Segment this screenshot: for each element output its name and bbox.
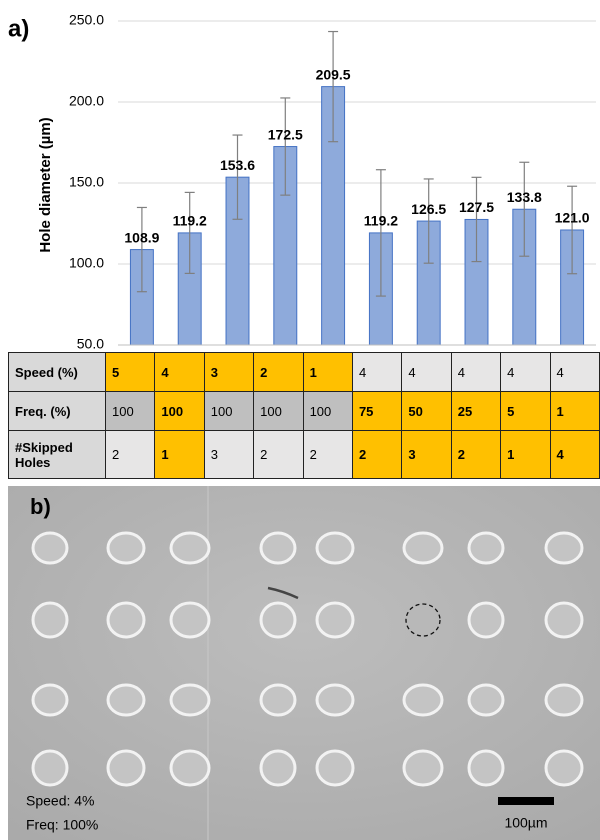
value-label: 119.2 xyxy=(364,213,398,229)
hole xyxy=(469,685,503,715)
hole xyxy=(33,533,67,563)
hole xyxy=(404,751,442,785)
hole xyxy=(546,603,582,637)
hole xyxy=(33,751,67,785)
hole xyxy=(108,603,144,637)
hole xyxy=(171,685,209,715)
hole xyxy=(108,751,144,785)
value-label: 127.5 xyxy=(459,199,494,215)
value-label: 121.0 xyxy=(555,210,590,226)
table-cell: 2 xyxy=(303,431,352,479)
hole xyxy=(171,751,209,785)
hole xyxy=(108,533,144,563)
micrograph: b) Speed: 4% Freq: 100% 100µm xyxy=(8,486,600,840)
table-cell: 4 xyxy=(501,353,550,392)
scale-text: 100µm xyxy=(504,815,547,831)
scale-bar xyxy=(498,797,554,805)
panel-label: a) xyxy=(8,15,29,42)
table-cell: 2 xyxy=(352,431,401,479)
hole xyxy=(404,533,442,563)
table-cell: 100 xyxy=(254,392,303,431)
table-cell: 2 xyxy=(254,431,303,479)
hole xyxy=(261,751,295,785)
table-cell: 5 xyxy=(106,353,155,392)
value-label: 126.5 xyxy=(411,201,446,217)
hole xyxy=(546,533,582,563)
table-cell: 1 xyxy=(501,431,550,479)
hole xyxy=(261,603,295,637)
value-label: 108.9 xyxy=(124,229,159,245)
table-cell: 4 xyxy=(352,353,401,392)
table-cell: 3 xyxy=(402,431,451,479)
table-cell: 1 xyxy=(550,392,599,431)
hole xyxy=(546,685,582,715)
hole xyxy=(317,533,353,563)
table-cell: 100 xyxy=(303,392,352,431)
hole xyxy=(469,603,503,637)
table-cell: 3 xyxy=(204,353,253,392)
hole xyxy=(171,603,209,637)
hole xyxy=(317,603,353,637)
y-tick-label: 150.0 xyxy=(69,174,104,190)
hole xyxy=(546,751,582,785)
y-tick-label: 50.0 xyxy=(77,336,104,350)
table-cell: 50 xyxy=(402,392,451,431)
table-cell: 4 xyxy=(451,353,500,392)
panel-label: b) xyxy=(30,494,51,519)
y-tick-label: 250.0 xyxy=(69,12,104,28)
value-label: 209.5 xyxy=(316,66,351,82)
table-cell: 4 xyxy=(402,353,451,392)
speed-text: Speed: 4% xyxy=(26,793,95,809)
table-cell: 3 xyxy=(204,431,253,479)
table-cell: 1 xyxy=(155,431,204,479)
hole xyxy=(171,533,209,563)
value-label: 133.8 xyxy=(507,189,542,205)
y-axis-label: Hole diameter (µm) xyxy=(37,117,54,252)
hole xyxy=(317,751,353,785)
y-tick-label: 100.0 xyxy=(69,255,104,271)
table-cell: 100 xyxy=(155,392,204,431)
hole xyxy=(317,685,353,715)
hole xyxy=(33,603,67,637)
table-cell: 100 xyxy=(204,392,253,431)
hole xyxy=(261,685,295,715)
chart: a) Hole diameter (µm) 50.0 100.0 150.0 200.… xyxy=(0,0,600,350)
hole xyxy=(108,685,144,715)
table-cell: 2 xyxy=(254,353,303,392)
row-header: #Skipped Holes xyxy=(9,431,106,479)
value-label: 172.5 xyxy=(268,126,303,142)
table-cell: 5 xyxy=(501,392,550,431)
table-cell: 4 xyxy=(550,353,599,392)
hole xyxy=(404,685,442,715)
table-cell: 2 xyxy=(106,431,155,479)
row-header: Freq. (%) xyxy=(9,392,106,431)
table-cell: 1 xyxy=(303,353,352,392)
table-cell: 4 xyxy=(550,431,599,479)
table-cell: 75 xyxy=(352,392,401,431)
y-tick-label: 200.0 xyxy=(69,93,104,109)
hole xyxy=(469,533,503,563)
value-label: 153.6 xyxy=(220,157,255,173)
page: {"chart_data": {"type": "bar", "panel_la… xyxy=(0,0,600,840)
table-cell: 2 xyxy=(451,431,500,479)
hole xyxy=(33,685,67,715)
table-cell: 100 xyxy=(106,392,155,431)
table-cell: 4 xyxy=(155,353,204,392)
value-label: 119.2 xyxy=(173,213,207,229)
table-cell: 25 xyxy=(451,392,500,431)
freq-text: Freq: 100% xyxy=(26,817,98,833)
row-header: Speed (%) xyxy=(9,353,106,392)
hole xyxy=(261,533,295,563)
hole xyxy=(469,751,503,785)
image-background xyxy=(8,486,600,840)
